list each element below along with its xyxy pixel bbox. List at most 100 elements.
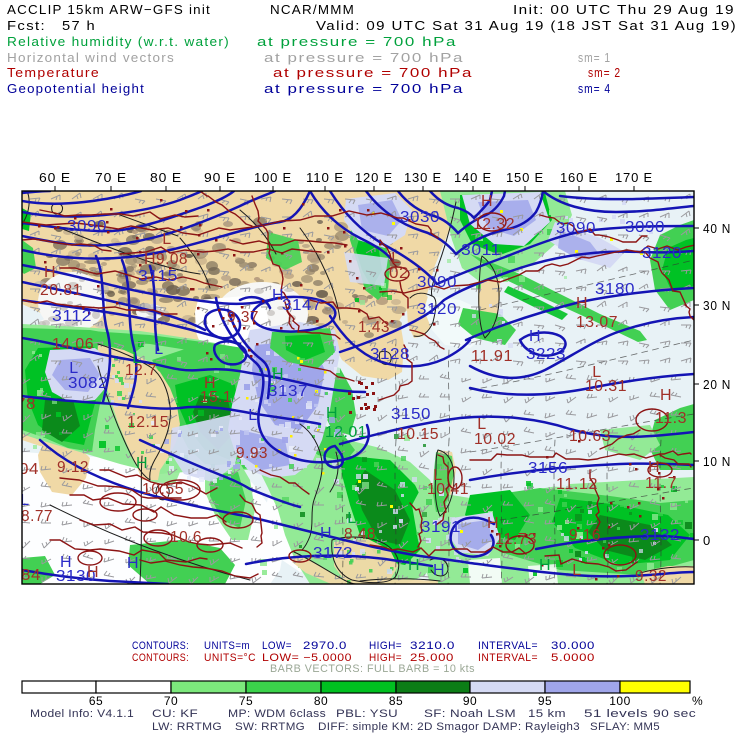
svg-text:%: % [692, 694, 703, 708]
svg-text:12.32: 12.32 [473, 216, 515, 233]
svg-text:13.07: 13.07 [576, 314, 618, 331]
svg-text:90 E: 90 E [204, 170, 236, 185]
svg-text:LOW= −5.0000: LOW= −5.0000 [262, 652, 352, 664]
svg-text:110 E: 110 E [306, 170, 344, 185]
svg-text:3132: 3132 [640, 527, 680, 544]
svg-text:14.06: 14.06 [52, 336, 94, 353]
svg-text:20.81: 20.81 [40, 282, 82, 299]
svg-text:HIGH=: HIGH= [369, 652, 402, 664]
svg-text:H: H [272, 366, 284, 383]
svg-text:Temperature: Temperature [7, 65, 100, 80]
svg-text:INTERVAL=: INTERVAL= [478, 652, 538, 664]
svg-text:3030: 3030 [400, 209, 440, 226]
svg-text:85: 85 [389, 694, 403, 708]
svg-text:3150: 3150 [391, 406, 431, 423]
svg-text:HIGH=: HIGH= [369, 640, 402, 652]
svg-text:84: 84 [21, 567, 41, 584]
svg-text:3120: 3120 [417, 301, 457, 318]
svg-text:10.55: 10.55 [142, 481, 184, 498]
svg-text:2970.0: 2970.0 [303, 640, 347, 652]
svg-text:L: L [477, 416, 486, 433]
svg-text:20 N: 20 N [703, 377, 731, 392]
svg-text:12.15: 12.15 [127, 414, 169, 431]
svg-text:UNITS=°C: UNITS=°C [204, 652, 256, 664]
svg-text:15 km: 15 km [528, 708, 566, 720]
svg-text:H: H [44, 264, 56, 281]
svg-text:5.0000: 5.0000 [551, 652, 595, 664]
svg-text:9.93: 9.93 [236, 445, 268, 462]
svg-text:H: H [648, 459, 660, 476]
svg-text:at pressure = 700 hPa: at pressure = 700 hPa [257, 34, 457, 49]
svg-text:SF: Noah LSM: SF: Noah LSM [424, 708, 516, 720]
svg-text:3191: 3191 [421, 519, 461, 536]
svg-text:02: 02 [389, 265, 409, 282]
svg-text:04: 04 [19, 461, 39, 478]
svg-text:40 N: 40 N [703, 221, 731, 236]
svg-text:3090: 3090 [625, 219, 665, 236]
svg-text:95: 95 [538, 694, 552, 708]
svg-text:11.73: 11.73 [495, 531, 537, 548]
svg-text:70 E: 70 E [95, 170, 127, 185]
svg-text:H: H [136, 455, 148, 472]
svg-text:sm= 2: sm= 2 [588, 65, 621, 80]
svg-text:11.91: 11.91 [471, 348, 513, 365]
svg-text:10.63: 10.63 [569, 428, 611, 445]
svg-text:H: H [127, 555, 139, 572]
svg-text:10.41: 10.41 [427, 481, 469, 498]
svg-text:L: L [248, 407, 257, 424]
svg-text:L: L [162, 231, 171, 248]
svg-text:H: H [660, 387, 672, 404]
svg-text:51 levels: 51 levels [584, 708, 648, 720]
svg-text:H: H [60, 554, 72, 571]
svg-text:L: L [69, 360, 78, 377]
svg-text:Valid: 09 UTC Sat 31 Aug 19 (1: Valid: 09 UTC Sat 31 Aug 19 (18 JST Sat … [316, 18, 737, 33]
svg-text:at pressure = 700 hPa: at pressure = 700 hPa [264, 50, 464, 65]
svg-text:H: H [481, 193, 493, 210]
svg-text:H: H [539, 557, 551, 574]
svg-text:3090: 3090 [417, 274, 457, 291]
svg-text:8.48: 8.48 [344, 526, 376, 543]
svg-text:12.7: 12.7 [125, 362, 157, 379]
svg-text:3137: 3137 [268, 383, 308, 400]
svg-text:3115: 3115 [138, 268, 178, 285]
svg-text:CU: KF: CU: KF [152, 708, 198, 720]
svg-text:30 N: 30 N [703, 298, 731, 313]
svg-text:10.31: 10.31 [585, 378, 627, 395]
svg-text:H: H [529, 328, 541, 345]
svg-text:140 E: 140 E [454, 170, 492, 185]
svg-text:H: H [272, 287, 284, 304]
svg-text:170 E: 170 E [615, 170, 653, 185]
svg-text:90 sec: 90 sec [653, 708, 696, 720]
svg-text:Horizontal wind vectors: Horizontal wind vectors [7, 50, 175, 65]
svg-text:150 E: 150 E [506, 170, 544, 185]
svg-text:NCAR/MMM: NCAR/MMM [270, 2, 355, 17]
svg-text:11.7: 11.7 [645, 475, 677, 492]
svg-text:3120: 3120 [642, 245, 682, 262]
svg-text:H: H [433, 562, 445, 579]
svg-text:3156: 3156 [528, 460, 568, 477]
svg-text:3180: 3180 [595, 281, 635, 298]
svg-text:3128: 3128 [370, 346, 410, 363]
svg-text:LOW=: LOW= [262, 640, 292, 652]
svg-text:11.3: 11.3 [655, 410, 687, 427]
svg-text:11.12: 11.12 [556, 476, 598, 493]
svg-text:30.000: 30.000 [551, 640, 595, 652]
svg-text:L: L [592, 364, 601, 381]
svg-text:H: H [320, 525, 332, 542]
svg-text:10 N: 10 N [703, 454, 731, 469]
svg-text:SFLAY: MM5: SFLAY: MM5 [590, 721, 660, 733]
svg-text:78: 78 [16, 396, 36, 413]
svg-text:L: L [347, 510, 356, 527]
svg-text:INTERVAL=: INTERVAL= [478, 640, 538, 652]
svg-text:15.1: 15.1 [200, 389, 232, 406]
svg-text:65: 65 [89, 694, 103, 708]
svg-text:Relative humidity (w.r.t. wate: Relative humidity (w.r.t. water) [7, 34, 230, 49]
svg-text:160 E: 160 E [560, 170, 598, 185]
svg-text:9.12: 9.12 [57, 459, 89, 476]
svg-text:DIFF: simple KM: 2D Smagor DAM: DIFF: simple KM: 2D Smagor DAMP: Rayleig… [318, 721, 580, 733]
svg-text:L: L [572, 562, 581, 579]
svg-text:sm= 4: sm= 4 [578, 81, 611, 96]
svg-text:Init: 00 UTC Thu 29 Aug 19: Init: 00 UTC Thu 29 Aug 19 [513, 2, 735, 17]
svg-text:L: L [132, 350, 141, 367]
svg-text:8.77: 8.77 [21, 508, 53, 525]
